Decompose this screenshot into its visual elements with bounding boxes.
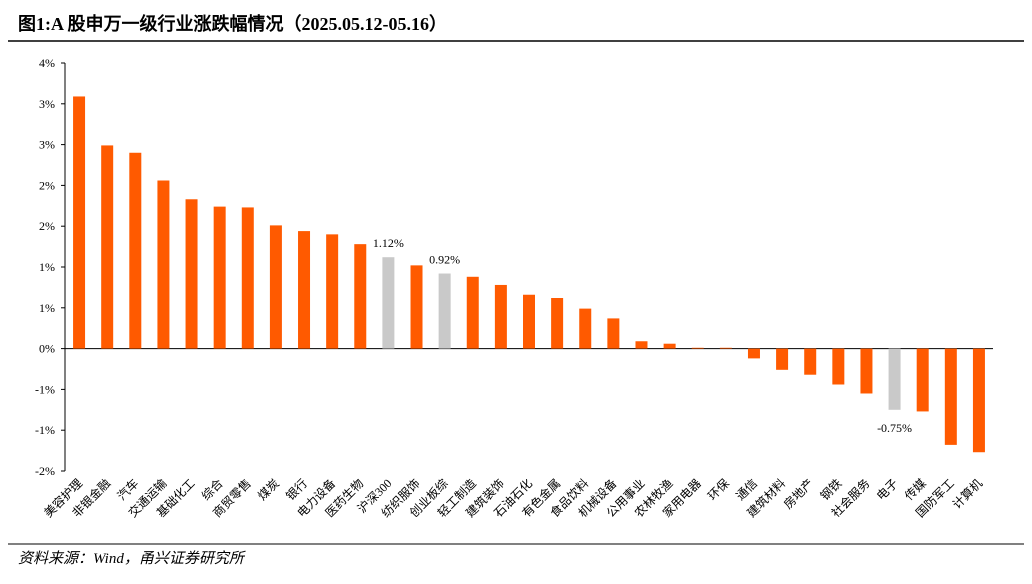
y-tick-label: -1% <box>35 423 55 437</box>
bar <box>944 348 957 445</box>
bar <box>551 298 564 349</box>
bar <box>888 348 901 410</box>
bar <box>241 207 254 349</box>
bar <box>719 347 732 349</box>
y-tick-label: 3% <box>39 138 55 152</box>
bar <box>466 276 479 349</box>
y-tick-label: 3% <box>39 97 55 111</box>
bar <box>73 96 86 349</box>
x-tick-label: 电子 <box>874 476 901 503</box>
bar <box>213 206 226 349</box>
bar <box>326 234 339 349</box>
value-label: -0.75% <box>877 421 912 435</box>
x-tick-label: 计算机 <box>949 476 985 512</box>
bar <box>916 348 929 412</box>
bar <box>129 152 142 349</box>
bar <box>776 348 789 370</box>
bar <box>635 341 648 349</box>
y-tick-label: 2% <box>39 178 55 192</box>
bar <box>298 231 311 349</box>
y-tick-label: 0% <box>39 342 55 356</box>
bar <box>804 348 817 375</box>
y-tick-label: 2% <box>39 219 55 233</box>
bar <box>157 180 170 349</box>
bar <box>382 257 395 349</box>
x-tick-label: 煤炭 <box>255 476 282 503</box>
y-tick-label: 1% <box>39 301 55 315</box>
bar <box>101 145 114 349</box>
bar <box>832 348 845 385</box>
y-tick-label: -1% <box>35 382 55 396</box>
x-tick-label: 房地产 <box>780 476 816 512</box>
bar <box>972 348 985 453</box>
bar <box>663 343 676 349</box>
value-label: 0.92% <box>429 253 460 267</box>
bar <box>410 265 423 349</box>
x-tick-label: 环保 <box>705 476 732 503</box>
bar <box>185 199 198 349</box>
bar <box>494 284 507 349</box>
bar <box>523 294 535 349</box>
bar <box>438 273 451 349</box>
source-note: 资料来源：Wind，甬兴证券研究所 <box>18 550 246 567</box>
bar <box>354 244 367 349</box>
figure-title: 图1:A 股申万一级行业涨跌幅情况（2025.05.12-05.16） <box>18 13 447 34</box>
bar <box>747 348 760 359</box>
y-tick-label: 4% <box>39 56 55 70</box>
bar <box>607 318 620 349</box>
value-label: 1.12% <box>373 236 404 250</box>
y-tick-label: -2% <box>35 464 55 478</box>
bar <box>860 348 873 394</box>
bar <box>691 347 704 349</box>
bar <box>579 308 592 349</box>
y-tick-label: 1% <box>39 260 55 274</box>
bar <box>269 225 282 349</box>
